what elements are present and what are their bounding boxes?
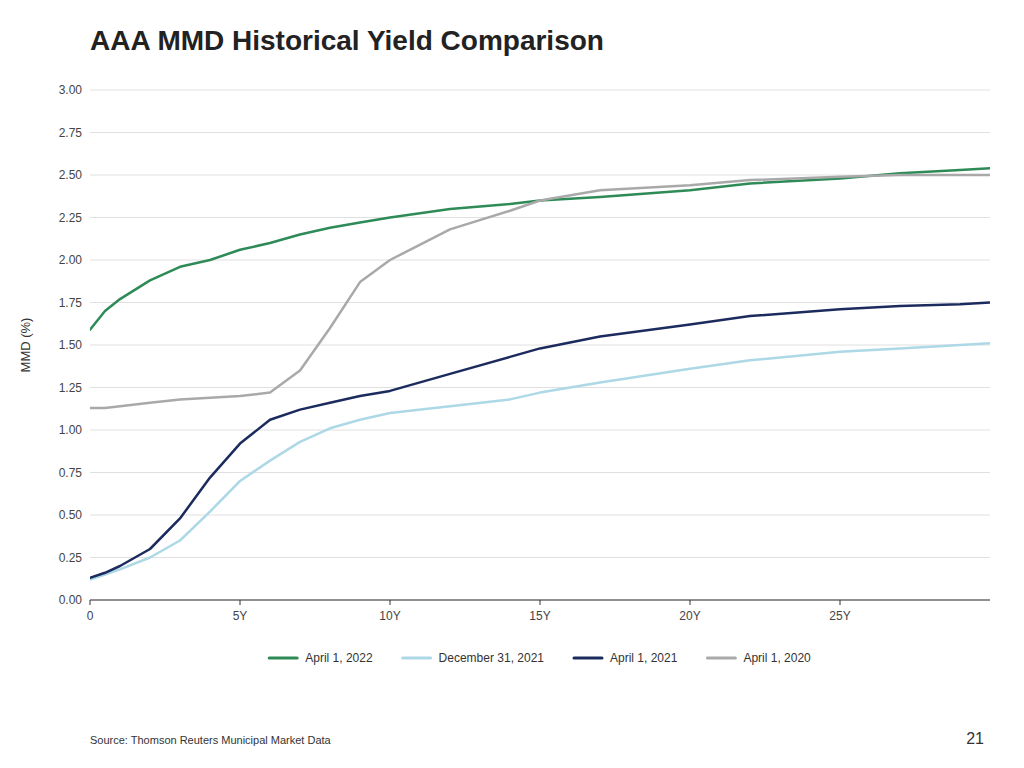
- grid-line: [90, 387, 990, 388]
- y-tick-label: 2.25: [59, 211, 83, 225]
- page-number: 21: [966, 730, 984, 747]
- y-tick-label: 0.00: [59, 593, 83, 607]
- source-note: Source: Thomson Reuters Municipal Market…: [90, 734, 332, 746]
- legend-label: April 1, 2021: [610, 651, 678, 665]
- series-line: [90, 303, 990, 578]
- x-tick-label: 10Y: [379, 609, 400, 623]
- y-tick-label: 2.75: [59, 126, 83, 140]
- legend-swatch: [269, 657, 297, 660]
- y-tick-label: 0.50: [59, 508, 83, 522]
- legend-item: December 31, 2021: [403, 651, 545, 665]
- x-tick-label: 25Y: [829, 609, 850, 623]
- grid-line: [90, 557, 990, 558]
- legend-label: April 1, 2022: [305, 651, 373, 665]
- y-tick-label: 0.25: [59, 551, 83, 565]
- x-tick: [840, 600, 841, 605]
- grid-line: [90, 132, 990, 133]
- legend-label: December 31, 2021: [439, 651, 545, 665]
- x-tick: [90, 600, 91, 605]
- x-tick: [390, 600, 391, 605]
- x-tick-label: 5Y: [233, 609, 248, 623]
- legend-item: April 1, 2021: [574, 651, 678, 665]
- y-tick-label: 1.00: [59, 423, 83, 437]
- legend: April 1, 2022 December 31, 2021 April 1, 2…: [269, 651, 811, 665]
- lines: [90, 168, 990, 579]
- y-tick-label: 2.00: [59, 253, 83, 267]
- x-tick: [240, 600, 241, 605]
- y-axis-label: MMD (%): [18, 318, 33, 373]
- y-tick-label: 2.50: [59, 168, 83, 182]
- legend-swatch: [707, 657, 735, 660]
- legend-swatch: [574, 657, 602, 660]
- legend-item: April 1, 2020: [707, 651, 811, 665]
- title: AAA MMD Historical Yield Comparison: [90, 25, 604, 56]
- y-tick-label: 1.50: [59, 338, 83, 352]
- y-tick-label: 1.75: [59, 296, 83, 310]
- y-tick-label: 1.25: [59, 381, 83, 395]
- series-line: [90, 175, 990, 408]
- y-tick-label: 0.75: [59, 466, 83, 480]
- grid-line: [90, 260, 990, 261]
- legend-label: April 1, 2020: [743, 651, 811, 665]
- grid-line: [90, 302, 990, 303]
- series-line: [90, 168, 990, 330]
- grid-line: [90, 472, 990, 473]
- x-tick-label: 0: [87, 609, 94, 623]
- y-tick-label: 3.00: [59, 83, 83, 97]
- legend-item: April 1, 2022: [269, 651, 373, 665]
- grid: [90, 90, 990, 600]
- legend-swatch: [403, 657, 431, 660]
- grid-line: [90, 430, 990, 431]
- chart: AAA MMD Historical Yield Comparison 0.00 0…: [0, 0, 1024, 768]
- x-tick-label: 20Y: [679, 609, 700, 623]
- x-tick: [540, 600, 541, 605]
- x-tick-label: 15Y: [529, 609, 550, 623]
- grid-line: [90, 515, 990, 516]
- grid-line: [90, 345, 990, 346]
- grid-line: [90, 217, 990, 218]
- grid-line: [90, 90, 990, 91]
- x-tick: [690, 600, 691, 605]
